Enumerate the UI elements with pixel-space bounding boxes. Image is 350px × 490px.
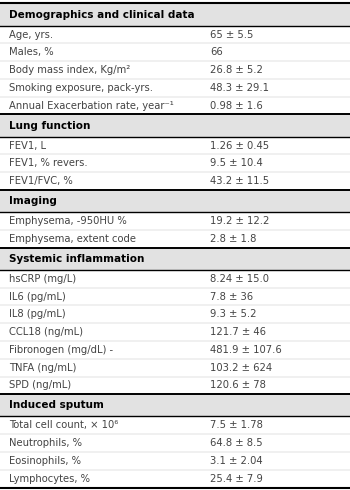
Text: CCL18 (ng/mL): CCL18 (ng/mL): [9, 327, 83, 337]
Text: 481.9 ± 107.6: 481.9 ± 107.6: [210, 345, 282, 355]
Text: Fibronogen (mg/dL) -: Fibronogen (mg/dL) -: [9, 345, 113, 355]
Text: Smoking exposure, pack-yrs.: Smoking exposure, pack-yrs.: [9, 83, 153, 93]
Text: Demographics and clinical data: Demographics and clinical data: [9, 9, 194, 20]
Text: Induced sputum: Induced sputum: [9, 400, 104, 411]
Text: TNFA (ng/mL): TNFA (ng/mL): [9, 363, 76, 372]
Text: 2.8 ± 1.8: 2.8 ± 1.8: [210, 234, 256, 244]
Text: Lung function: Lung function: [9, 121, 90, 130]
Text: FEV1, % revers.: FEV1, % revers.: [9, 158, 88, 169]
Text: Eosinophils, %: Eosinophils, %: [9, 456, 81, 466]
Text: 25.4 ± 7.9: 25.4 ± 7.9: [210, 474, 263, 484]
Text: Annual Exacerbation rate, year⁻¹: Annual Exacerbation rate, year⁻¹: [9, 100, 174, 111]
Bar: [0, 3, 350, 25]
Text: 43.2 ± 11.5: 43.2 ± 11.5: [210, 176, 269, 186]
Text: Body mass index, Kg/m²: Body mass index, Kg/m²: [9, 65, 130, 75]
Text: 7.5 ± 1.78: 7.5 ± 1.78: [210, 420, 263, 430]
Text: 66: 66: [210, 48, 223, 57]
Text: Emphysema, extent code: Emphysema, extent code: [9, 234, 136, 244]
Text: SPD (ng/mL): SPD (ng/mL): [9, 380, 71, 391]
Text: Total cell count, × 10⁶: Total cell count, × 10⁶: [9, 420, 118, 430]
Text: 9.3 ± 5.2: 9.3 ± 5.2: [210, 309, 257, 319]
Text: 9.5 ± 10.4: 9.5 ± 10.4: [210, 158, 263, 169]
Text: hsCRP (mg/L): hsCRP (mg/L): [9, 274, 76, 284]
Text: Emphysema, -950HU %: Emphysema, -950HU %: [9, 216, 126, 226]
Text: 7.8 ± 36: 7.8 ± 36: [210, 292, 253, 301]
Text: 8.24 ± 15.0: 8.24 ± 15.0: [210, 274, 269, 284]
Bar: [0, 190, 350, 212]
Text: 0.98 ± 1.6: 0.98 ± 1.6: [210, 100, 263, 111]
Text: 26.8 ± 5.2: 26.8 ± 5.2: [210, 65, 263, 75]
Text: IL6 (pg/mL): IL6 (pg/mL): [9, 292, 65, 301]
Text: 1.26 ± 0.45: 1.26 ± 0.45: [210, 141, 269, 150]
Text: FEV1, L: FEV1, L: [9, 141, 46, 150]
Text: FEV1/FVC, %: FEV1/FVC, %: [9, 176, 72, 186]
Text: Age, yrs.: Age, yrs.: [9, 29, 53, 40]
Text: 19.2 ± 12.2: 19.2 ± 12.2: [210, 216, 270, 226]
Text: IL8 (pg/mL): IL8 (pg/mL): [9, 309, 65, 319]
Bar: [0, 394, 350, 416]
Text: 103.2 ± 624: 103.2 ± 624: [210, 363, 272, 372]
Text: 64.8 ± 8.5: 64.8 ± 8.5: [210, 438, 262, 448]
Text: Imaging: Imaging: [9, 196, 57, 206]
Text: 65 ± 5.5: 65 ± 5.5: [210, 29, 253, 40]
Text: Neutrophils, %: Neutrophils, %: [9, 438, 82, 448]
Text: Lymphocytes, %: Lymphocytes, %: [9, 474, 90, 484]
Text: 120.6 ± 78: 120.6 ± 78: [210, 380, 266, 391]
Text: 3.1 ± 2.04: 3.1 ± 2.04: [210, 456, 262, 466]
Text: Males, %: Males, %: [9, 48, 53, 57]
Text: 121.7 ± 46: 121.7 ± 46: [210, 327, 266, 337]
Text: 48.3 ± 29.1: 48.3 ± 29.1: [210, 83, 269, 93]
Text: Systemic inflammation: Systemic inflammation: [9, 254, 144, 264]
Bar: [0, 115, 350, 137]
Bar: [0, 248, 350, 270]
